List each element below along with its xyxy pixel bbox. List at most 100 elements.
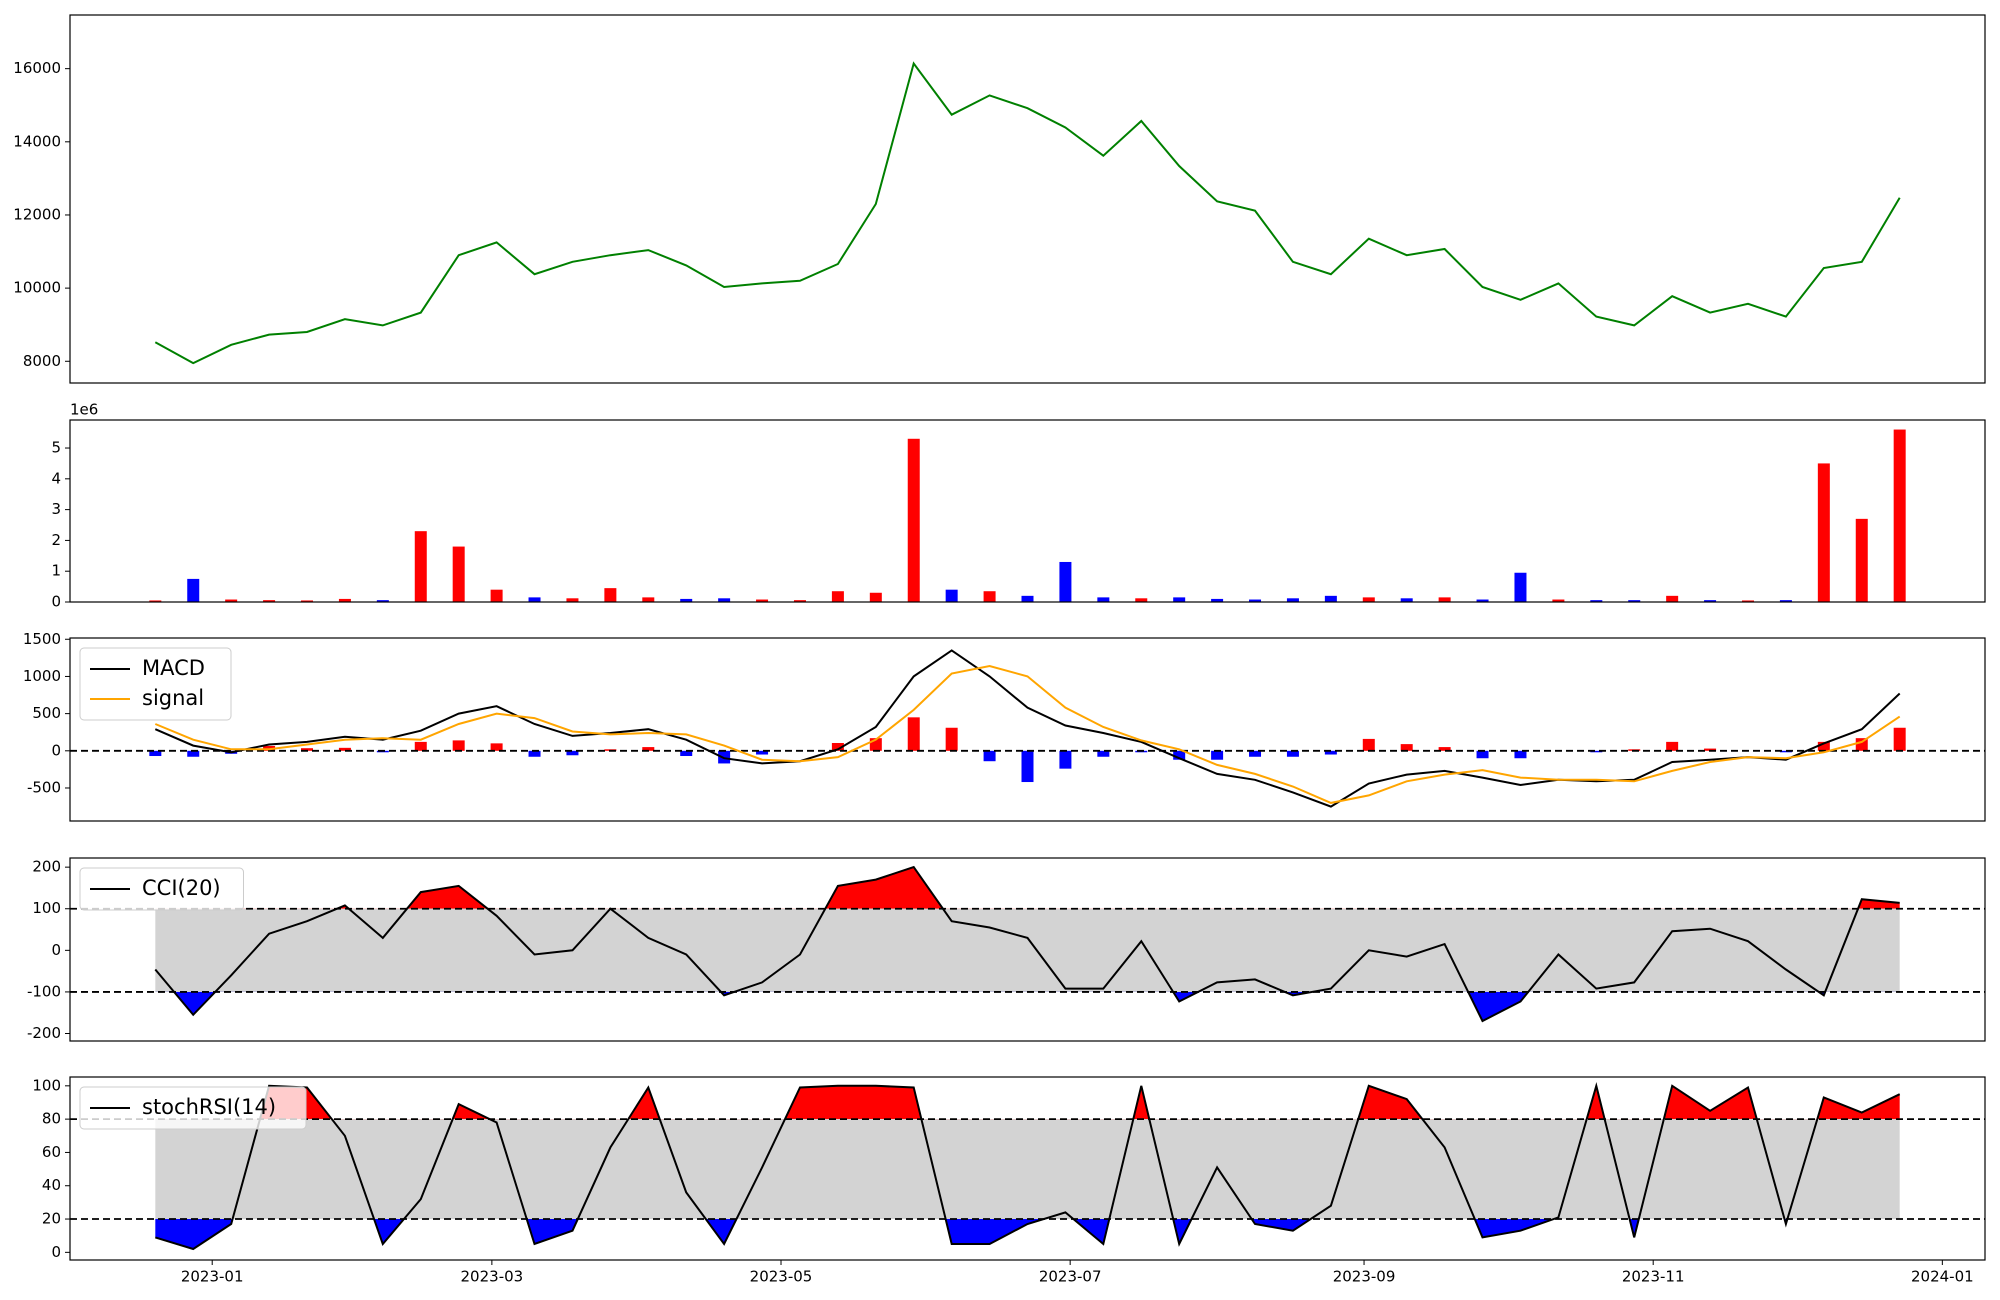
volume-bar <box>414 531 427 602</box>
y-tick-label: 1500 <box>23 630 61 648</box>
y-tick-label: -500 <box>27 778 61 796</box>
y-tick-label: 1 <box>51 562 61 580</box>
histogram-bar <box>1059 750 1072 769</box>
y-tick-label: 200 <box>32 858 61 876</box>
legend: stochRSI(14) <box>79 1086 307 1130</box>
volume-bar <box>490 589 503 602</box>
plot-area <box>70 865 1985 1023</box>
legend: MACD signal <box>79 647 232 721</box>
histogram-bar <box>945 727 958 751</box>
volume-bar <box>604 588 617 602</box>
histogram-bar <box>1704 748 1717 751</box>
y-tick-label: 0 <box>51 941 61 959</box>
volume-bar <box>566 598 579 602</box>
histogram-bar <box>1097 750 1110 757</box>
x-tick-label: 2023-03 <box>461 1268 524 1286</box>
volume-bar <box>756 599 769 602</box>
volume-bar <box>1211 598 1224 602</box>
y-tick-label: -200 <box>27 1024 61 1042</box>
volume-bar <box>528 597 541 602</box>
histogram-bar <box>187 750 200 757</box>
volume-bar <box>1855 518 1868 602</box>
histogram-bar <box>1362 738 1375 751</box>
volume-bar <box>1059 561 1072 602</box>
y-tick-label: 10000 <box>13 279 61 297</box>
histogram-bar <box>1249 750 1262 757</box>
y-tick-label: 80 <box>42 1110 61 1128</box>
y-tick-label: 0 <box>51 741 61 759</box>
volume-bar <box>793 600 806 602</box>
histogram-bar <box>1021 750 1034 783</box>
y-tick-label: 0 <box>51 1243 61 1261</box>
volume-bar <box>225 599 238 602</box>
y-tick-label: -100 <box>27 982 61 1000</box>
volume-bar <box>1666 595 1679 602</box>
y-tick-label: 14000 <box>13 132 61 150</box>
volume-bar <box>452 546 465 602</box>
plot-area <box>154 61 1901 365</box>
volume-bar <box>831 591 844 602</box>
histogram-bar <box>1476 750 1489 759</box>
y-tick-label: 12000 <box>13 205 61 223</box>
x-tick-label: 2023-05 <box>750 1268 813 1286</box>
volume-bar <box>718 598 731 602</box>
x-tick-label: 2024-01 <box>1911 1268 1974 1286</box>
x-tick-label: 2023-01 <box>181 1268 244 1286</box>
volume-bar <box>1324 595 1337 602</box>
volume-bar <box>1476 599 1489 602</box>
histogram-bar <box>680 750 693 757</box>
y-tick-label: 2 <box>51 531 61 549</box>
y-tick-label: 60 <box>42 1143 61 1161</box>
volume-bar <box>1779 600 1792 602</box>
y-tick-label: 100 <box>32 899 61 917</box>
histogram-bar <box>414 741 427 751</box>
panel: -500 0 500 1000 1500 MACD signal <box>23 630 1986 822</box>
histogram-bar <box>1590 750 1603 753</box>
volume-bar <box>1552 599 1565 602</box>
histogram-bar <box>338 747 351 751</box>
legend-label: CCI(20) <box>142 876 221 900</box>
y-tick-label: 500 <box>32 704 61 722</box>
histogram-bar <box>490 743 503 751</box>
legend-label: stochRSI(14) <box>142 1095 276 1119</box>
histogram-bar <box>566 750 579 756</box>
histogram-bar <box>756 750 769 755</box>
legend-label: MACD <box>142 656 205 680</box>
volume-bar <box>1135 598 1148 602</box>
volume-bar <box>301 600 314 602</box>
panel: 0 20 40 60 80 100 2023-01 2023-03 2023-05 2023-07… <box>32 1076 1986 1286</box>
y-tick-label: 20 <box>42 1210 61 1228</box>
neutral-band <box>155 908 1900 992</box>
line <box>155 1081 1901 1251</box>
x-tick-label: 2023-09 <box>1333 1268 1396 1286</box>
histogram-bar <box>1779 750 1792 753</box>
line <box>154 664 1901 804</box>
volume-bar <box>376 600 389 602</box>
panel-frame <box>69 857 1986 1042</box>
histogram-bar <box>1286 750 1299 757</box>
volume-bar <box>1438 597 1451 602</box>
plot-area <box>70 649 1985 808</box>
offset-label: 1e6 <box>70 401 98 419</box>
volume-bar <box>1704 600 1717 602</box>
x-tick-label: 2023-07 <box>1039 1268 1102 1286</box>
volume-bar <box>642 597 655 602</box>
histogram-bar <box>1173 750 1186 760</box>
histogram-bar <box>1211 750 1224 760</box>
volume-bar <box>945 589 958 602</box>
histogram-bar <box>983 750 996 762</box>
volume-bar <box>1741 600 1754 602</box>
volume-bar <box>1362 597 1375 602</box>
histogram-bar <box>907 717 920 751</box>
volume-bar <box>149 600 162 602</box>
histogram-bar <box>1324 750 1337 755</box>
histogram-bar <box>1666 741 1679 751</box>
x-tick-label: 2023-11 <box>1622 1268 1685 1286</box>
volume-bar <box>263 600 276 602</box>
y-tick-label: 100 <box>32 1076 61 1094</box>
panel-frame <box>69 419 1986 603</box>
panel: 8000 10000 12000 14000 16000 <box>13 14 1986 384</box>
volume-bar <box>1173 597 1186 602</box>
